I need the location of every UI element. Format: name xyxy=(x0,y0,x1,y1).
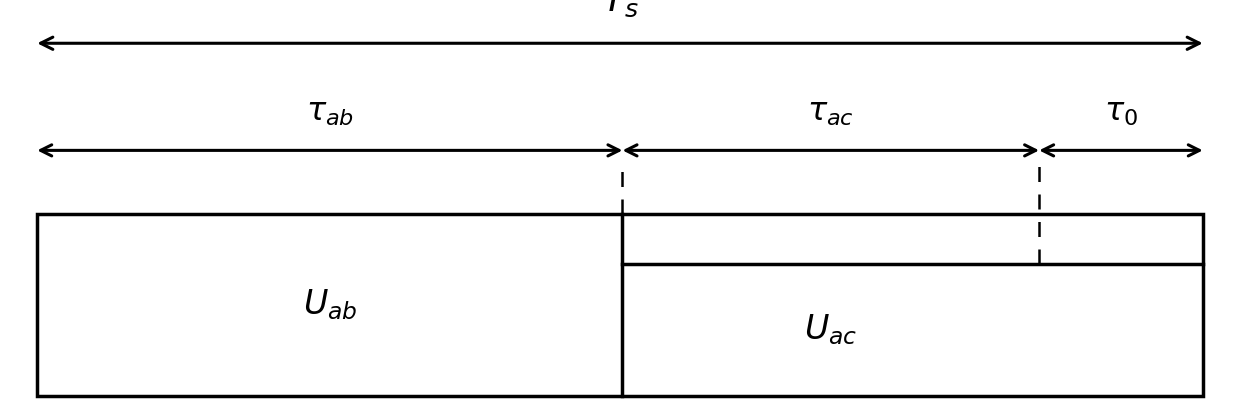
Text: $\tau_0$: $\tau_0$ xyxy=(1104,97,1138,128)
Text: $\tau_{ac}$: $\tau_{ac}$ xyxy=(807,97,854,128)
Text: $U_{ab}$: $U_{ab}$ xyxy=(303,288,357,322)
Text: $\tau_{ab}$: $\tau_{ab}$ xyxy=(306,97,353,128)
Text: $U_{ac}$: $U_{ac}$ xyxy=(805,312,857,347)
Text: $T_s$: $T_s$ xyxy=(601,0,639,19)
